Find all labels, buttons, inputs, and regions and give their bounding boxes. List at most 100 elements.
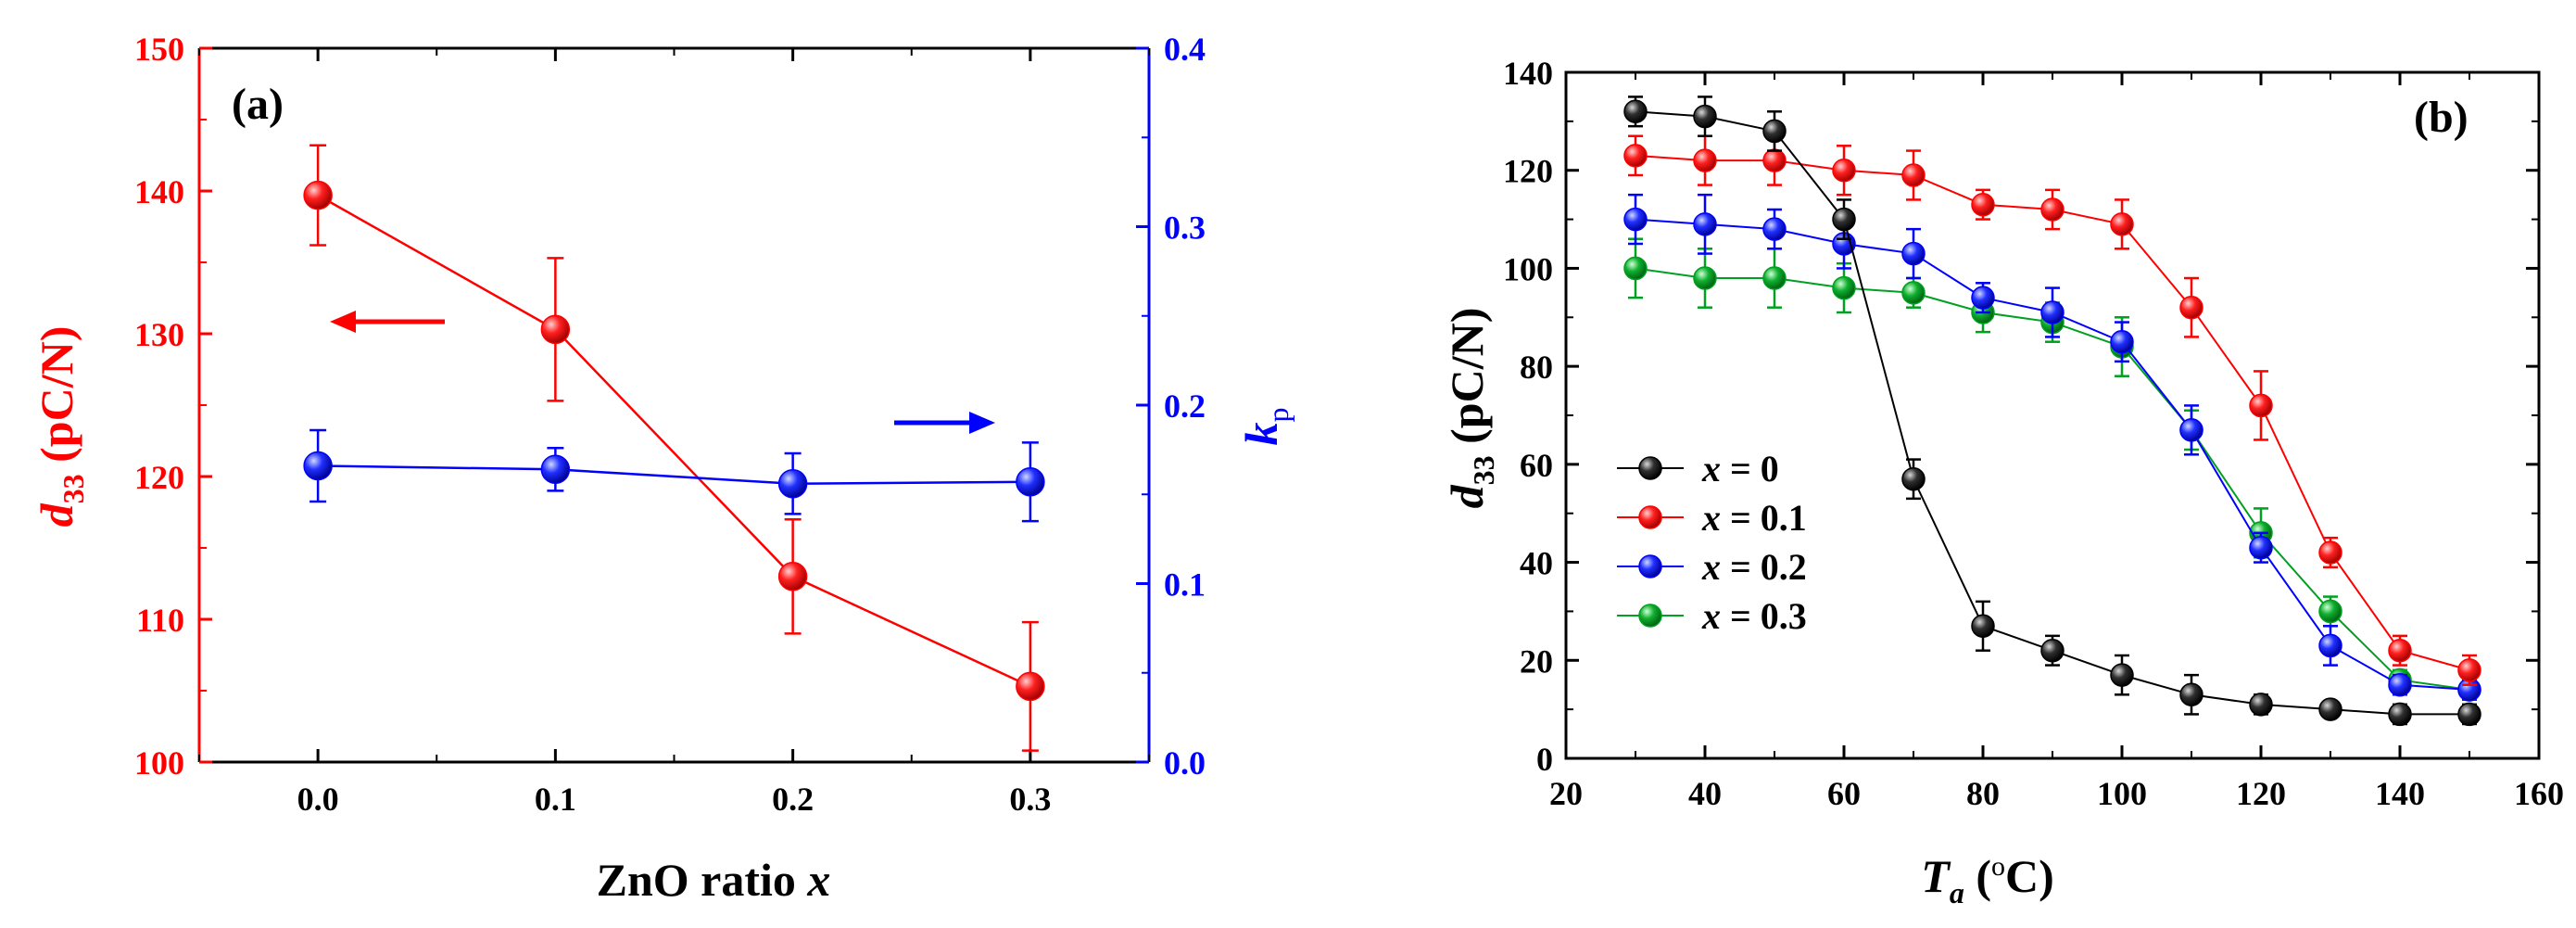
- data-point: [1971, 286, 1995, 310]
- panel-a-x-label-var: x: [806, 854, 830, 906]
- panel-a-y-left-label-unit: (pC/N): [31, 326, 82, 475]
- legend-entry: x = 0.2: [1617, 546, 1807, 588]
- legend-label-var: x: [1701, 497, 1721, 539]
- data-point: [2318, 599, 2342, 624]
- data-point: [2388, 638, 2412, 663]
- panel-a-y-left-tick-label: 110: [136, 602, 184, 639]
- data-point: [2249, 393, 2273, 418]
- panel-b-y-label-sub: 33: [1467, 455, 1500, 485]
- panel-a-tick-labels: 0.0 0.1 0.2 0.3 100 110 120 130 140 150 0.0 0.1 0.2 0…: [134, 31, 1206, 818]
- panel-b-axes: [1564, 70, 2541, 760]
- panel-b-x-tick-label: 120: [2236, 775, 2286, 812]
- data-point: [1832, 275, 1856, 300]
- panel-b-y-tick-label: 60: [1520, 447, 1553, 484]
- data-point: [1901, 241, 1926, 266]
- legend-entry: x = 0.1: [1617, 497, 1807, 539]
- legend-label: x = 0.2: [1701, 546, 1807, 588]
- data-point: [1016, 671, 1045, 702]
- data-point: [2388, 702, 2412, 727]
- data-point: [1901, 281, 1926, 305]
- data-point: [1623, 256, 1648, 281]
- legend-marker: [1638, 456, 1662, 480]
- panel-b-x-tick-label: 140: [2375, 775, 2425, 812]
- legend-label: x = 0: [1701, 448, 1779, 489]
- data-point: [1901, 466, 1926, 491]
- data-point: [2110, 212, 2134, 236]
- data-point: [777, 562, 808, 591]
- panel-b-x-tick-label: 40: [1688, 775, 1722, 812]
- panel-a-y-left-tick-label: 150: [134, 31, 184, 68]
- data-point: [1971, 614, 1995, 639]
- data-point: [1762, 217, 1787, 241]
- data-point: [2040, 300, 2065, 324]
- legend-label-value: = 0: [1721, 448, 1779, 489]
- panel-b-x-tick-label: 160: [2514, 775, 2564, 812]
- panel-b-y-label-var: d: [1441, 484, 1493, 508]
- data-point: [2318, 540, 2342, 565]
- panel-b-x-label-var: T: [1921, 850, 1951, 902]
- panel-a-x-label-text: ZnO ratio: [597, 854, 808, 906]
- data-point: [1832, 207, 1856, 232]
- panel-b-x-axis-label: Ta (oC): [1921, 850, 2053, 909]
- panel-a-y-right-tick-label: 0.0: [1164, 744, 1206, 782]
- panel-b-y-tick-label: 40: [1520, 545, 1553, 582]
- data-point: [1832, 158, 1856, 183]
- panel-a-axes: [197, 46, 1151, 764]
- panel-a-x-tick-label: 0.2: [772, 781, 814, 818]
- data-point: [1762, 148, 1787, 172]
- panel-a-y-left-tick-label: 130: [134, 316, 184, 353]
- data-point: [1762, 119, 1787, 144]
- data-point: [303, 180, 333, 210]
- panel-b-y-tick-label: 0: [1536, 741, 1553, 778]
- panel-b-y-tick-label: 140: [1503, 55, 1553, 92]
- data-point: [1693, 104, 1717, 129]
- panel-b-x-tick-label: 80: [1966, 775, 2000, 812]
- panel-a-series: [303, 144, 1045, 752]
- panel-b-x-label-sub: a: [1950, 876, 1964, 909]
- series-kp: [303, 428, 1045, 523]
- panel-b-y-label-unit: (pC/N): [1441, 308, 1493, 456]
- data-point: [303, 451, 333, 481]
- data-point: [2388, 672, 2412, 697]
- panel-b-y-tick-label: 80: [1520, 349, 1553, 386]
- data-point: [2040, 638, 2065, 663]
- data-point: [540, 454, 571, 485]
- panel-a-y-left-tick-label: 120: [134, 459, 184, 496]
- data-point: [2318, 697, 2342, 721]
- series-kp-line: [318, 464, 1030, 485]
- legend-label-value: = 0.1: [1721, 497, 1807, 539]
- data-point: [2249, 535, 2273, 560]
- series-x=0.2: [1623, 193, 2481, 702]
- data-point: [2457, 702, 2481, 727]
- panel-b-y-tick-label: 20: [1520, 642, 1553, 680]
- panel-b-y-tick-label: 120: [1503, 153, 1553, 190]
- legend-entry: x = 0: [1617, 448, 1779, 489]
- series-d33: [303, 144, 1045, 752]
- panel-b-y-axis-label: d33 (pC/N): [1441, 308, 1500, 509]
- series-x=0.1: [1623, 134, 2481, 686]
- data-point: [2179, 295, 2203, 320]
- panel-a-label: (a): [232, 80, 284, 129]
- panel-b-series: [1623, 95, 2481, 727]
- panel-b-y-tick-label: 100: [1503, 250, 1553, 287]
- data-point: [2110, 329, 2134, 354]
- data-point: [1693, 212, 1717, 236]
- legend-label-var: x: [1701, 546, 1721, 588]
- series-x=0: [1623, 95, 2481, 727]
- data-point: [1623, 207, 1648, 232]
- panel-b-x-tick-label: 60: [1827, 775, 1861, 812]
- panel-a-y-left-label-sub: 33: [57, 474, 90, 503]
- data-point: [1762, 266, 1787, 290]
- data-point: [2457, 658, 2481, 682]
- data-point: [2179, 418, 2203, 442]
- data-point: [540, 314, 571, 345]
- d33-axis-arrow: [330, 311, 445, 333]
- data-point: [2318, 633, 2342, 658]
- data-point: [1623, 99, 1648, 124]
- data-point: [2040, 197, 2065, 222]
- series-line: [1635, 154, 2470, 671]
- data-point: [1693, 266, 1717, 290]
- panel-a-y-left-axis-label: d33 (pC/N): [31, 326, 90, 528]
